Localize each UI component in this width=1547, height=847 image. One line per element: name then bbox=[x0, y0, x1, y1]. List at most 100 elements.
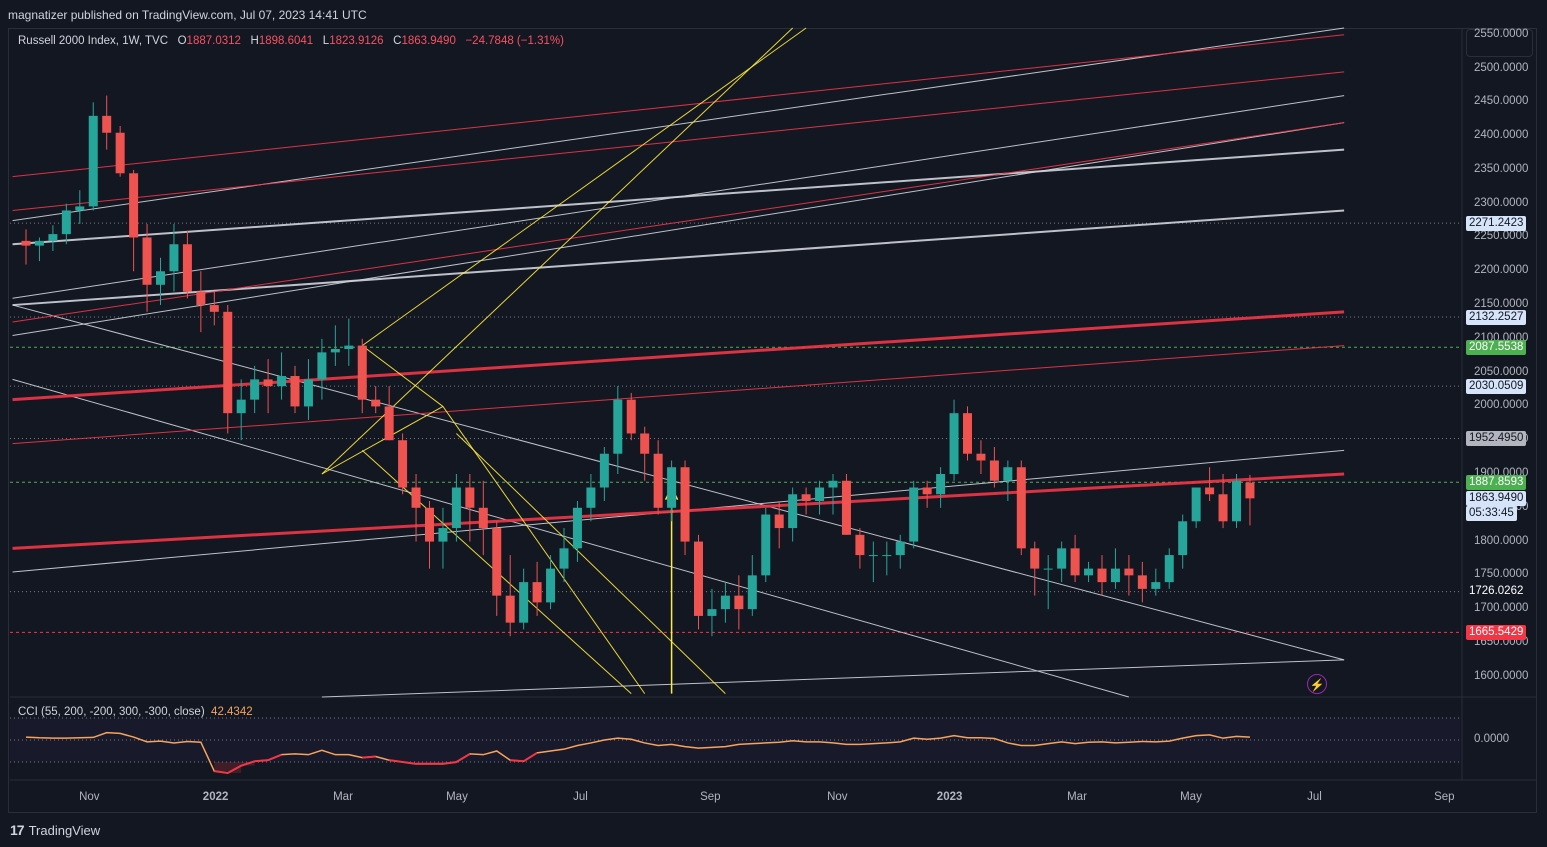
candle-body bbox=[922, 487, 932, 495]
price-badge: 1952.4950 bbox=[1466, 431, 1527, 447]
high-label: H bbox=[250, 35, 259, 47]
price-badge: 1665.5429 bbox=[1466, 624, 1527, 640]
candle-body bbox=[747, 575, 757, 610]
cci-layer bbox=[10, 717, 1460, 774]
trend-line bbox=[361, 345, 444, 407]
footer bbox=[0, 813, 1547, 847]
trend-line bbox=[321, 405, 444, 475]
candle-body bbox=[21, 240, 31, 246]
candle-body bbox=[169, 244, 179, 272]
candle-body bbox=[855, 534, 865, 556]
cci-oversold-segment bbox=[455, 753, 471, 763]
candle-body bbox=[1097, 568, 1107, 583]
trend-line bbox=[456, 433, 726, 694]
candle-body bbox=[653, 453, 663, 508]
cci-band-fill bbox=[10, 718, 1460, 762]
open-label: O bbox=[177, 35, 187, 47]
candle-body bbox=[720, 595, 730, 610]
price-tick-label: 2050.0000 bbox=[1474, 365, 1529, 378]
price-tick-label: 1750.0000 bbox=[1474, 568, 1529, 581]
candle-body bbox=[250, 379, 260, 400]
candle-body bbox=[344, 345, 354, 349]
chart-canvas[interactable] bbox=[0, 0, 1547, 813]
candle-body bbox=[936, 474, 946, 495]
candle-body bbox=[156, 271, 165, 285]
low-label: L bbox=[322, 35, 330, 47]
time-tick-label: 2022 bbox=[202, 791, 229, 803]
price-tick-label: 2350.0000 bbox=[1474, 162, 1529, 175]
candle-body bbox=[989, 460, 999, 481]
candle-body bbox=[223, 311, 233, 414]
candle-body bbox=[290, 376, 300, 407]
time-tick-label: Nov bbox=[79, 791, 100, 803]
grid-layer bbox=[10, 28, 1537, 781]
candle-body bbox=[196, 291, 206, 306]
open-value: 1887.0312 bbox=[186, 35, 241, 47]
trend-line bbox=[12, 345, 1345, 445]
candle-body bbox=[801, 494, 811, 502]
candle-body bbox=[1070, 548, 1080, 576]
candle-body bbox=[478, 507, 488, 529]
candle-body bbox=[1218, 494, 1228, 522]
price-tick-label: 2400.0000 bbox=[1474, 129, 1529, 142]
candle-body bbox=[1016, 467, 1026, 549]
price-badge: 1887.8593 bbox=[1466, 474, 1527, 490]
publisher-info: magnatizer published on TradingView.com,… bbox=[8, 8, 367, 22]
cci-oversold-segment bbox=[510, 759, 524, 763]
candle-body bbox=[1003, 467, 1013, 481]
candle-body bbox=[277, 376, 287, 387]
trend-line bbox=[321, 27, 793, 475]
chart-frame[interactable] bbox=[8, 28, 1537, 813]
time-tick-label: Mar bbox=[333, 791, 353, 803]
candle-body bbox=[61, 210, 71, 235]
candle-body bbox=[841, 480, 851, 535]
candle-body bbox=[1043, 568, 1053, 570]
cci-legend[interactable]: CCI (55, 200, -200, 300, -300, close) 42… bbox=[18, 706, 253, 718]
cci-oversold-segment bbox=[227, 764, 242, 774]
candle-body bbox=[774, 514, 784, 529]
candle-body bbox=[761, 514, 771, 576]
candle-body bbox=[694, 541, 703, 616]
time-tick-label: May bbox=[446, 791, 468, 803]
candle-body bbox=[613, 399, 623, 454]
price-tick-label: 2500.0000 bbox=[1474, 61, 1529, 74]
price-badge: 2132.2527 bbox=[1466, 309, 1527, 325]
candle-body bbox=[1030, 548, 1040, 569]
candle-body bbox=[828, 480, 838, 488]
symbol-legend[interactable]: Russell 2000 Index, 1W, TVC O1887.0312 H… bbox=[18, 35, 564, 47]
cci-oversold-fill bbox=[241, 762, 255, 766]
candle-body bbox=[546, 568, 556, 603]
trend-line bbox=[442, 406, 646, 694]
price-badge: 1726.0262 bbox=[1466, 584, 1527, 600]
flash-icon[interactable]: ⚡ bbox=[1307, 674, 1327, 694]
price-tick-label: 2550.0000 bbox=[1474, 27, 1529, 40]
trend-line bbox=[361, 27, 807, 347]
candle-body bbox=[559, 548, 569, 569]
candle-body bbox=[882, 555, 892, 557]
tradingview-logo[interactable]: 17 TradingView bbox=[10, 822, 100, 838]
candle-body bbox=[371, 399, 381, 407]
price-tick-label: 1800.0000 bbox=[1474, 534, 1529, 547]
price-tick-label: 2450.0000 bbox=[1474, 95, 1529, 108]
candle-body bbox=[1124, 568, 1134, 576]
cci-oversold-segment bbox=[362, 755, 376, 759]
candle-body bbox=[209, 305, 219, 312]
candle-body bbox=[263, 379, 273, 387]
time-tick-label: Mar bbox=[1067, 791, 1087, 803]
trend-line bbox=[12, 209, 1345, 307]
price-tick-label: 2300.0000 bbox=[1474, 196, 1529, 209]
cci-oversold-segment bbox=[214, 770, 228, 774]
trend-line bbox=[12, 304, 1345, 661]
candle-body bbox=[1164, 555, 1174, 583]
candle-body bbox=[1110, 568, 1120, 583]
cci-oversold-fill bbox=[442, 762, 457, 764]
candle-body bbox=[519, 582, 529, 623]
candle-body bbox=[1245, 482, 1255, 499]
price-tick-label: 1700.0000 bbox=[1474, 602, 1529, 615]
price-tick-label: 2000.0000 bbox=[1474, 399, 1529, 412]
candle-body bbox=[115, 132, 125, 174]
candle-body bbox=[868, 555, 878, 557]
trend-line bbox=[12, 378, 1130, 698]
tradingview-logo-icon: 17 bbox=[10, 822, 25, 838]
cci-oversold-segment bbox=[267, 753, 282, 762]
